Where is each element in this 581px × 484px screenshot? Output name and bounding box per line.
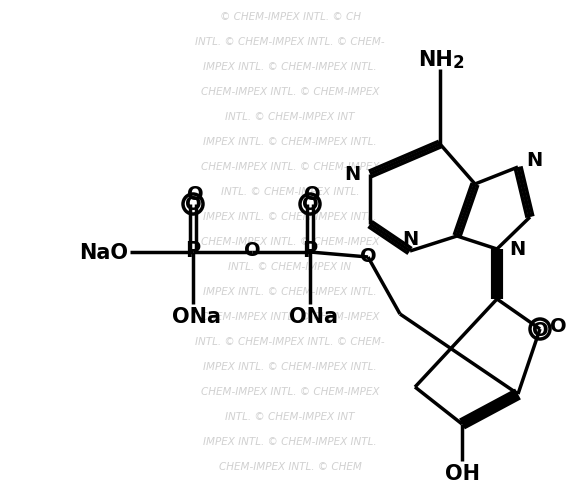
Text: INTL. © CHEM-IMPEX INT: INTL. © CHEM-IMPEX INT	[225, 411, 355, 421]
Text: CHEM-IMPEX INTL. © CHEM-IMPEX: CHEM-IMPEX INTL. © CHEM-IMPEX	[201, 87, 379, 97]
Text: NH: NH	[418, 50, 453, 70]
Text: O: O	[532, 320, 548, 339]
Text: IMPEX INTL. © CHEM-IMPEX INTL.: IMPEX INTL. © CHEM-IMPEX INTL.	[203, 136, 377, 147]
Text: O: O	[187, 185, 203, 204]
Text: INTL. © CHEM-IMPEX INT: INTL. © CHEM-IMPEX INT	[225, 112, 355, 122]
Text: O: O	[360, 246, 376, 265]
Text: P: P	[185, 241, 200, 260]
Text: OH: OH	[444, 463, 479, 483]
Text: INTL. © CHEM-IMPEX INTL. © CHEM-: INTL. © CHEM-IMPEX INTL. © CHEM-	[195, 336, 385, 346]
Text: CHEM-IMPEX INTL. © CHEM-IMPEX: CHEM-IMPEX INTL. © CHEM-IMPEX	[201, 162, 379, 172]
Text: N: N	[526, 150, 542, 169]
Text: CHEM-IMPEX INTL. © CHEM-IMPEX: CHEM-IMPEX INTL. © CHEM-IMPEX	[201, 237, 379, 246]
Text: INTL. © CHEM-IMPEX INTL. © CHEM-: INTL. © CHEM-IMPEX INTL. © CHEM-	[195, 37, 385, 47]
Text: IMPEX INTL. © CHEM-IMPEX INTL.: IMPEX INTL. © CHEM-IMPEX INTL.	[203, 212, 377, 222]
Text: 2: 2	[453, 54, 465, 72]
Text: IMPEX INTL. © CHEM-IMPEX INTL.: IMPEX INTL. © CHEM-IMPEX INTL.	[203, 436, 377, 446]
Text: © CHEM-IMPEX INTL. © CH: © CHEM-IMPEX INTL. © CH	[220, 12, 360, 22]
Text: N: N	[509, 240, 525, 259]
Text: NaO: NaO	[79, 242, 128, 262]
Text: IMPEX INTL. © CHEM-IMPEX INTL.: IMPEX INTL. © CHEM-IMPEX INTL.	[203, 62, 377, 72]
Text: IMPEX INTL. © CHEM-IMPEX INTL.: IMPEX INTL. © CHEM-IMPEX INTL.	[203, 361, 377, 371]
Text: O: O	[302, 195, 318, 214]
Text: ONa: ONa	[289, 306, 338, 326]
Text: ONa: ONa	[171, 306, 221, 326]
Text: P: P	[302, 241, 318, 260]
Text: O: O	[185, 195, 201, 214]
Text: O: O	[243, 241, 260, 260]
Text: INTL. © CHEM-IMPEX IN: INTL. © CHEM-IMPEX IN	[228, 261, 352, 272]
Text: INTL. © CHEM-IMPEX INTL.: INTL. © CHEM-IMPEX INTL.	[221, 187, 359, 197]
Text: N: N	[344, 165, 360, 184]
Text: IMPEX INTL. © CHEM-IMPEX INTL.: IMPEX INTL. © CHEM-IMPEX INTL.	[203, 287, 377, 296]
Text: CHEM-IMPEX INTL. © CHEM: CHEM-IMPEX INTL. © CHEM	[218, 461, 361, 471]
Text: O: O	[304, 185, 320, 204]
Text: O: O	[550, 317, 566, 336]
Text: CHEM-IMPEX INTL. © CHEM-IMPEX: CHEM-IMPEX INTL. © CHEM-IMPEX	[201, 386, 379, 396]
Text: N: N	[402, 230, 418, 249]
Text: CHEM-IMPEX INTL. © CHEM-IMPEX: CHEM-IMPEX INTL. © CHEM-IMPEX	[201, 311, 379, 321]
